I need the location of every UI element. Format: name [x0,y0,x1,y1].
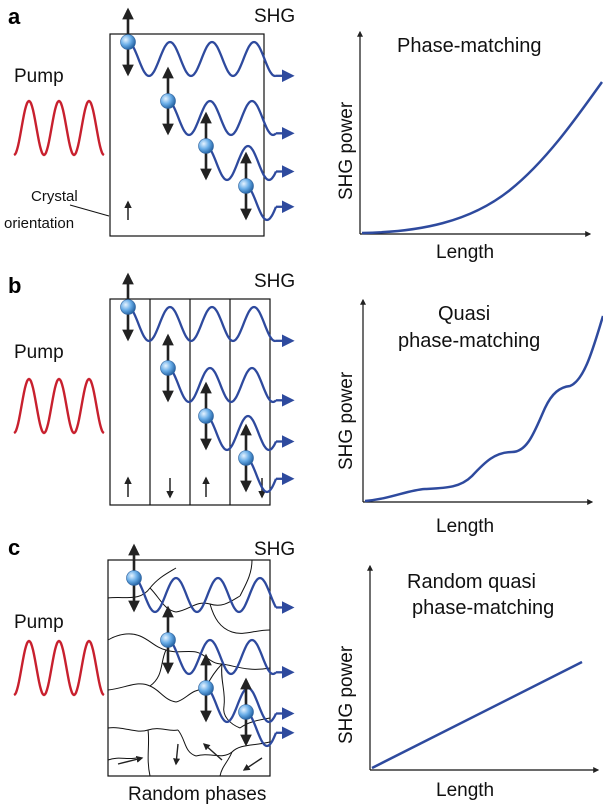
random-phases-caption: Random phases [128,784,266,805]
grain-boundaries [107,559,271,777]
y-label-b: SHG power [336,371,357,470]
shg-wave-line [205,144,278,182]
bead [238,178,254,194]
crystal-orientation-pointer [69,204,110,217]
shg-wave-line [167,99,277,137]
x-label-c: Length [436,780,494,801]
random-arrow-3 [202,743,223,761]
curve-a [361,81,603,235]
pump-label-c: Pump [14,612,64,633]
shg-waves-b [120,272,295,494]
graph-b: Quasi phase-matching SHG power Length [336,298,603,537]
y-label-c: SHG power [336,645,357,744]
shg-wave-line [167,366,277,404]
graph-c: Random quasi phase-matching SHG power Le… [336,564,600,801]
panel-letter-b: b [8,273,21,298]
random-arrow-2 [173,743,181,766]
shg-wave-line [127,40,277,78]
shg-waves-c [126,543,295,748]
bead [120,34,136,50]
graph-title-b-line2: phase-matching [398,330,540,352]
pump-wave-a [13,99,105,157]
panel-b: b Pump SHG Quasi phase-matching SHG powe… [8,271,603,537]
graph-title-c-line1: Random quasi [407,571,536,593]
crystal-a [109,33,265,237]
pump-wave-b [13,377,105,435]
bead [160,360,176,376]
shg-wave-line [205,414,278,452]
bead [126,570,142,586]
pump-label-b: Pump [14,342,64,363]
shg-label-c: SHG [254,539,295,560]
curve-b [364,315,603,503]
panel-a: a Pump SHG Crystal orientation Phase-mat… [4,4,603,263]
shg-waves-a [120,7,295,222]
pump-wave-line [13,99,105,157]
shg-label-a: SHG [254,6,295,27]
crystal-orientation-label-line1: Crystal [31,188,78,205]
graph-title-b-line1: Quasi [438,303,490,325]
random-arrow-4 [242,757,263,771]
x-label-a: Length [436,242,494,263]
shg-wave-line [133,576,278,614]
pump-wave-c [13,639,105,697]
panel-letter-c: c [8,535,20,560]
bead [120,299,136,315]
panel-c: c Pump SHG [8,535,600,805]
bead [238,704,254,720]
shg-label-b: SHG [254,271,295,292]
graph-a: Phase-matching SHG power Length [336,30,603,263]
bead [238,450,254,466]
x-label-b: Length [436,516,494,537]
bead [198,680,214,696]
shg-wave-line [167,638,277,676]
graph-title-a: Phase-matching [397,35,542,57]
crystal-orientation-label-line2: orientation [4,215,74,232]
pump-wave-line [13,639,105,697]
curve-c [371,660,583,770]
bead [198,408,214,424]
pump-wave-line [13,377,105,435]
panel-letter-a: a [8,4,21,29]
bead [160,93,176,109]
graph-title-c-line2: phase-matching [412,597,554,619]
bead [198,138,214,154]
pump-label-a: Pump [14,66,64,87]
random-arrow-1 [117,755,144,765]
shg-wave-line [205,686,278,724]
shg-wave-line [127,305,277,343]
bead [160,632,176,648]
y-label-a: SHG power [336,101,357,200]
